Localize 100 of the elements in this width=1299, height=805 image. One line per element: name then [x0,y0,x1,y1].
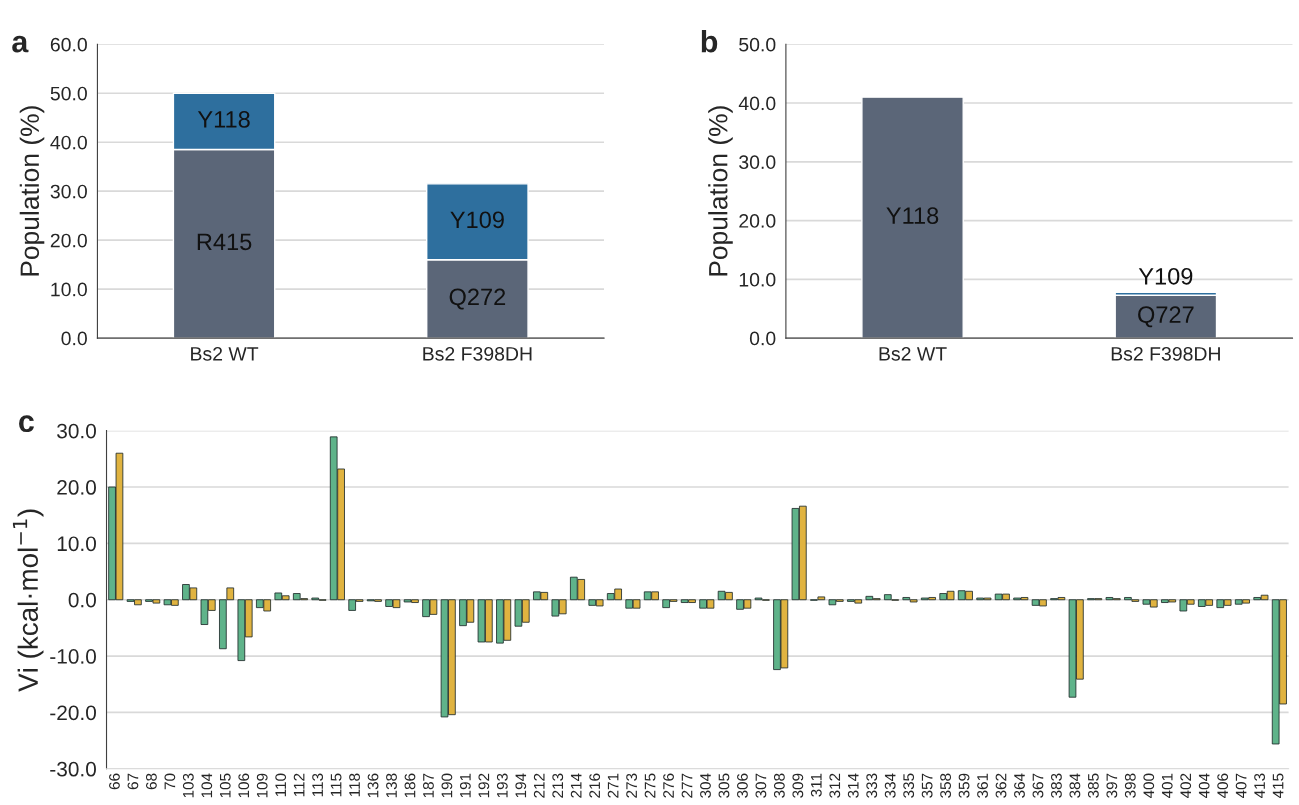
x-tick-label: Bs2 WT [879,346,947,361]
x-tick-label: 118 [349,773,360,797]
x-tick-label: 304 [700,773,711,798]
y-tick-label: 60.0 [50,37,87,52]
x-tick-label: 66 [109,773,120,790]
x-tick-label: 138 [386,773,397,798]
x-tick-label: 314 [847,773,859,798]
y-tick-label: 0.0 [68,592,96,608]
x-tick-label: 109 [256,773,268,798]
x-tick-label: 305 [718,773,730,798]
x-tick-label: 415 [1272,773,1284,799]
x-tick-label: 67 [127,773,139,790]
y-tick-label: 10.0 [739,272,776,287]
x-tick-label: 187 [423,773,434,798]
y-tick-label: 50.0 [50,86,87,101]
y-tick-label: 10.0 [57,536,96,552]
x-tick-label: 306 [737,773,748,798]
text: b [701,30,718,53]
x-tick-label: 113 [312,773,324,797]
data-label: Y118 [886,207,939,224]
x-tick-label: 307 [755,773,767,798]
x-tick-label: 106 [238,773,250,798]
y-tick-label: 20.0 [50,233,87,248]
x-tick-label: 276 [663,773,674,798]
x-tick-label: 309 [792,773,804,798]
x-tick-label: 277 [681,773,693,798]
y-tick-label: 0.0 [61,331,87,346]
x-tick-label: 383 [1051,773,1062,798]
data-label: Y118 [197,111,250,128]
y-tick-label: 40.0 [50,135,87,150]
x-tick-label: 334 [884,773,896,798]
x-tick-label: 103 [182,773,194,798]
x-tick-label: 271 [607,773,619,798]
y-axis-title: Population (%) [19,106,45,276]
x-tick-label: 311 [810,773,822,797]
x-tick-label: 401 [1161,773,1173,799]
x-tick-label: 361 [977,773,988,798]
x-tick-label: 186 [404,773,416,798]
x-tick-label: 70 [164,773,176,790]
y-tick-label: -10.0 [50,649,96,664]
x-tick-label: 335 [903,773,915,798]
bar [861,96,964,339]
x-tick-label: 357 [921,773,933,798]
x-tick-label: 191 [459,773,471,798]
x-tick-label: Bs2 F398DH [423,346,532,361]
x-tick-label: 404 [1198,773,1210,799]
data-label: Q272 [449,288,506,310]
x-tick-label: 407 [1235,773,1247,799]
x-tick-label: 68 [145,773,157,790]
x-tick-label: 136 [367,773,379,798]
x-tick-label: 216 [589,773,601,798]
y-tick-label: 40.0 [738,96,776,111]
y-tick-label: 0.0 [749,331,776,346]
y-axis-title: Vi (kcal·mol$^{−1}$) [12,509,44,692]
x-tick-label: 359 [958,773,970,798]
x-tick-label: 115 [330,773,342,797]
x-tick-label: 213 [552,773,564,798]
x-tick-label: 400 [1143,773,1155,799]
data-label: Y109 [1138,267,1193,285]
y-tick-label: 30.0 [50,184,87,199]
y-tick-label: 30.0 [739,155,776,170]
x-tick-label: 413 [1254,773,1265,799]
x-tick-label: 212 [533,773,545,798]
x-tick-label: 385 [1087,773,1099,798]
x-tick-label: 193 [496,773,508,798]
y-tick-label: -30.0 [50,761,96,777]
x-tick-label: 358 [940,773,952,798]
y-tick-label: -20.0 [50,705,96,721]
x-tick-label: Bs2 F398DH [1111,346,1220,361]
x-tick-label: 312 [829,773,841,798]
x-tick-label: 406 [1217,773,1229,799]
x-tick-label: 333 [866,773,878,798]
x-tick-label: 214 [570,773,582,798]
x-tick-label: 308 [773,773,785,798]
x-tick-label: 104 [201,773,213,798]
x-tick-label: 362 [995,773,1007,798]
x-tick-label: 105 [219,773,231,798]
x-tick-label: 398 [1124,773,1136,798]
y-axis-title: Population (%) [708,106,733,276]
text: a [12,35,29,53]
x-tick-label: 367 [1032,773,1044,798]
x-tick-label: 112 [293,773,305,797]
x-tick-label: 273 [626,773,638,798]
x-tick-label: 402 [1180,773,1192,799]
x-tick-label: 194 [515,773,527,798]
y-tick-label: 20.0 [57,480,96,495]
y-tick-label: 30.0 [57,423,96,439]
x-tick-label: 110 [275,773,287,797]
data-label: Q727 [1138,306,1194,328]
data-label: Y109 [450,211,504,229]
y-tick-label: 50.0 [739,37,776,52]
y-tick-label: 20.0 [739,214,776,228]
data-label: R415 [197,233,252,251]
x-tick-label: 275 [644,773,656,798]
x-tick-label: 192 [478,773,490,798]
y-tick-label: 10.0 [51,282,87,297]
x-tick-label: 190 [441,773,453,798]
x-tick-label: 397 [1106,773,1118,798]
x-tick-label: Bs2 WT [191,346,259,361]
x-tick-label: 364 [1014,773,1025,798]
